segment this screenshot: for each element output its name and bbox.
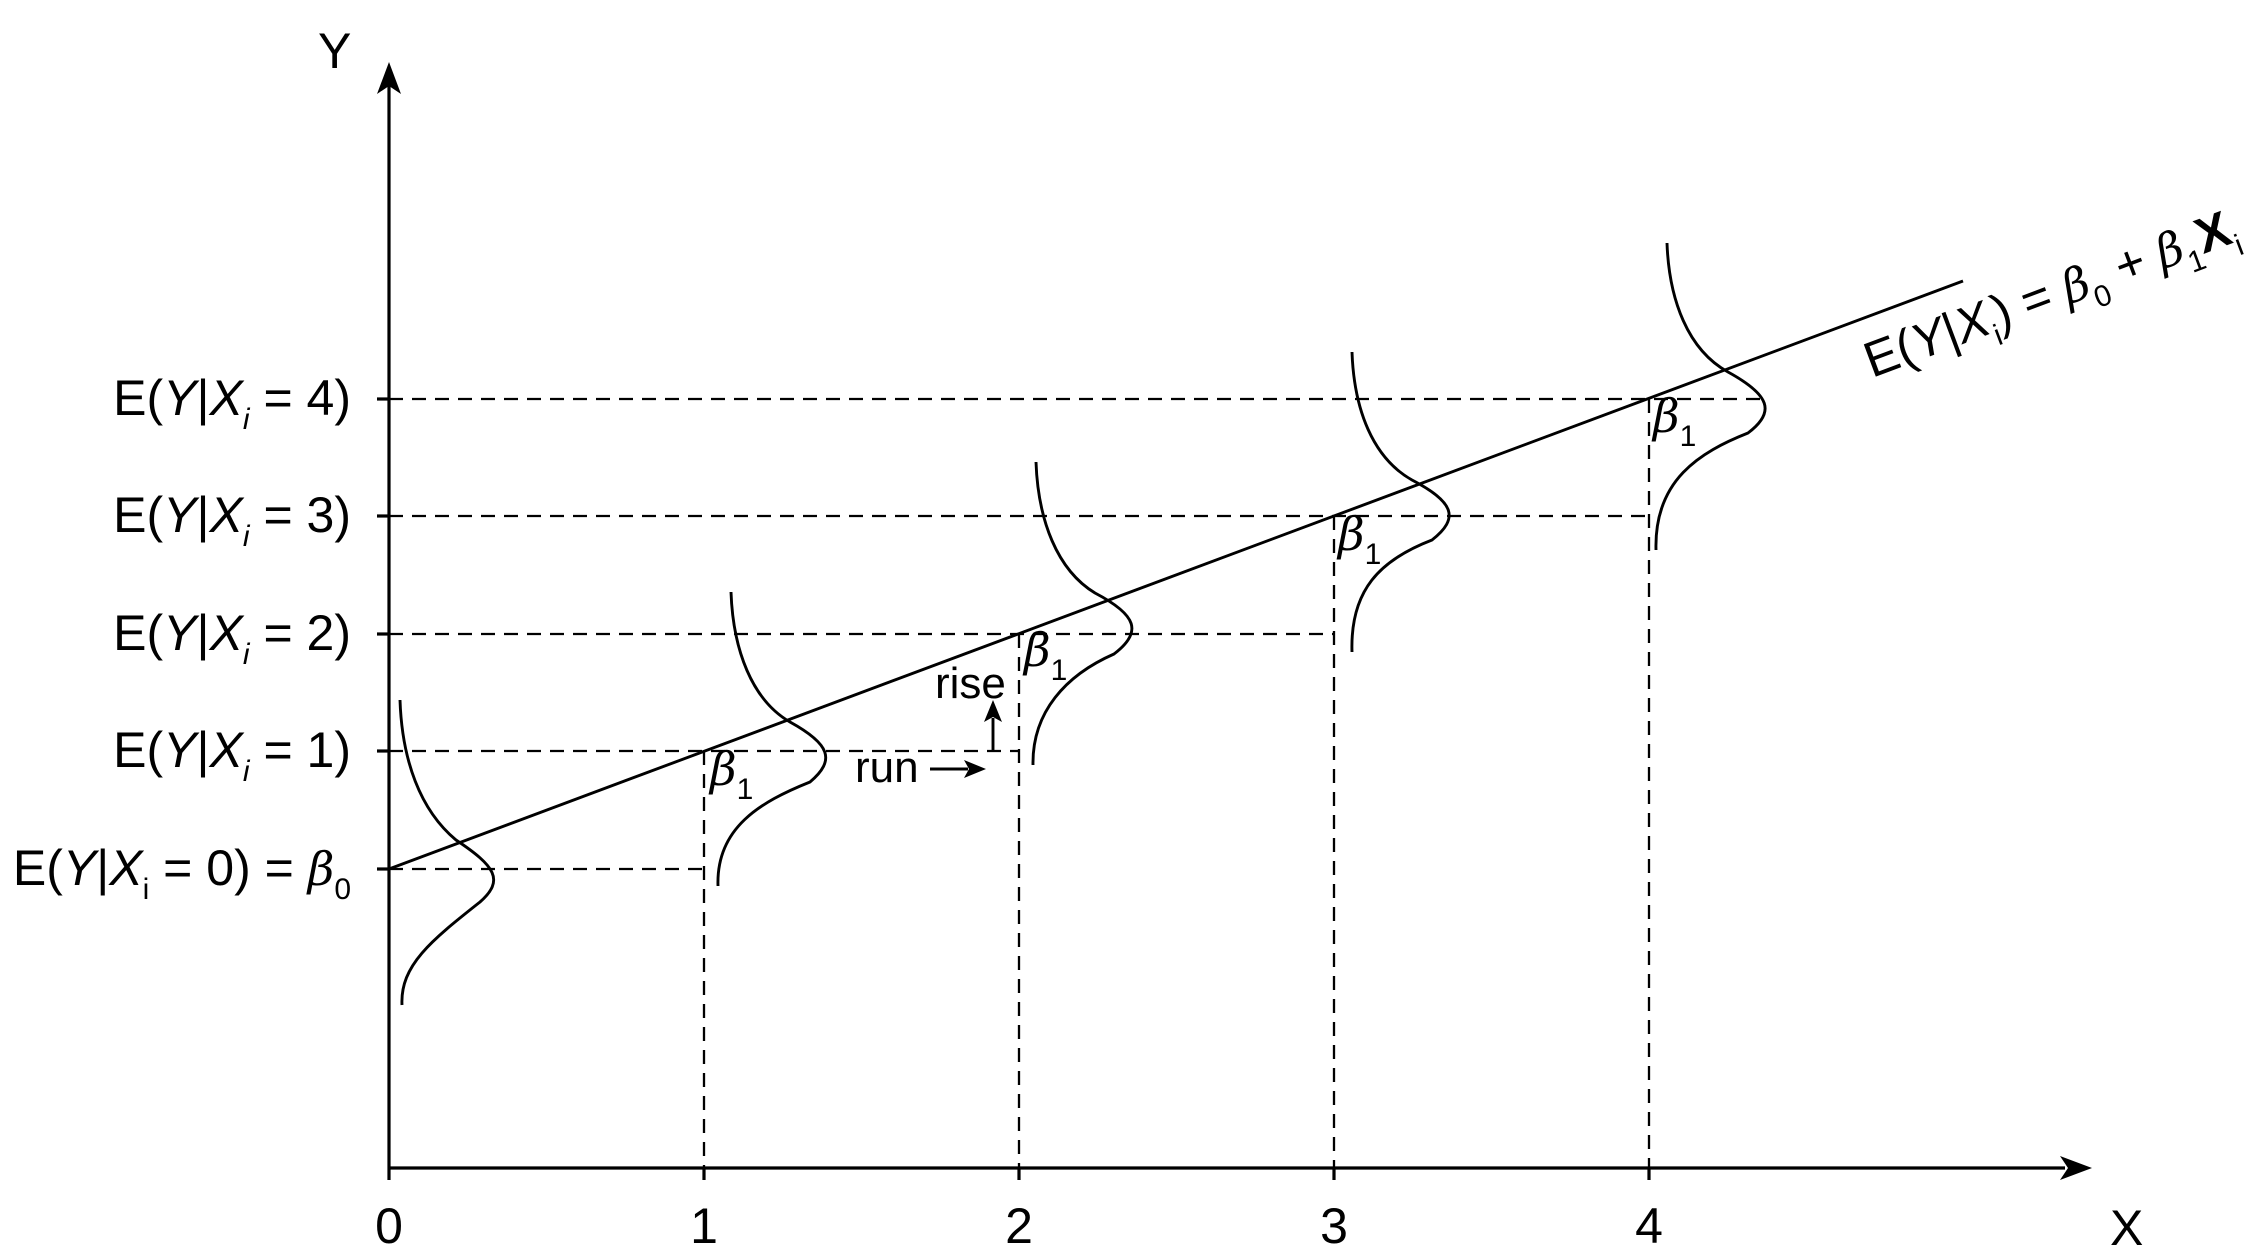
x-tick-label-3: 3	[1320, 1198, 1348, 1254]
distribution-curve-2	[1031, 461, 1134, 766]
slope-label-2: β1	[1022, 623, 1067, 687]
axes: Y X	[318, 23, 2143, 1256]
y-level-label-4: E(Y|Xi = 4)	[113, 370, 351, 436]
x-ticks: 0 1 2 3 4	[375, 1168, 1663, 1254]
regression-line	[388, 279, 1964, 871]
y-axis-arrowhead	[377, 62, 401, 94]
y-ticks	[377, 397, 389, 871]
horizontal-guides	[389, 397, 1760, 871]
slope-label-3: β1	[1336, 507, 1381, 571]
run-arrow-head	[964, 760, 986, 778]
distribution-curve-4	[1654, 242, 1767, 551]
x-tick-label-1: 1	[690, 1198, 718, 1254]
x-axis-arrowhead	[2060, 1156, 2092, 1180]
distribution-curves	[398, 242, 1767, 1006]
distribution-curve-0	[398, 699, 496, 1006]
x-tick-label-0: 0	[375, 1198, 403, 1254]
slope-label-1: β1	[708, 742, 753, 806]
rise-arrow-head	[984, 700, 1002, 722]
x-axis-label: X	[2110, 1200, 2143, 1256]
distribution-curve-3	[1350, 351, 1451, 653]
y-level-labels: E(Y|Xi = 4) E(Y|Xi = 3) E(Y|Xi = 2) E(Y|…	[13, 370, 351, 906]
y-level-label-3: E(Y|Xi = 3)	[113, 487, 351, 553]
slope-labels: β1 β1 β1 β1	[708, 389, 1696, 806]
y-level-label-1: E(Y|Xi = 1)	[113, 722, 351, 788]
vertical-guides	[702, 399, 1651, 1168]
y-level-label-0: E(Y|Xi = 0) = β0	[13, 840, 351, 906]
rise-label: rise	[935, 659, 1006, 708]
x-tick-label-2: 2	[1005, 1198, 1033, 1254]
run-label: run	[855, 743, 919, 792]
y-level-label-2: E(Y|Xi = 2)	[113, 605, 351, 671]
distribution-curve-1	[716, 591, 828, 887]
y-axis-label: Y	[318, 23, 351, 79]
x-tick-label-4: 4	[1635, 1198, 1663, 1254]
slope-label-4: β1	[1651, 389, 1696, 453]
rise-run-annotation: rise run	[855, 659, 1006, 792]
